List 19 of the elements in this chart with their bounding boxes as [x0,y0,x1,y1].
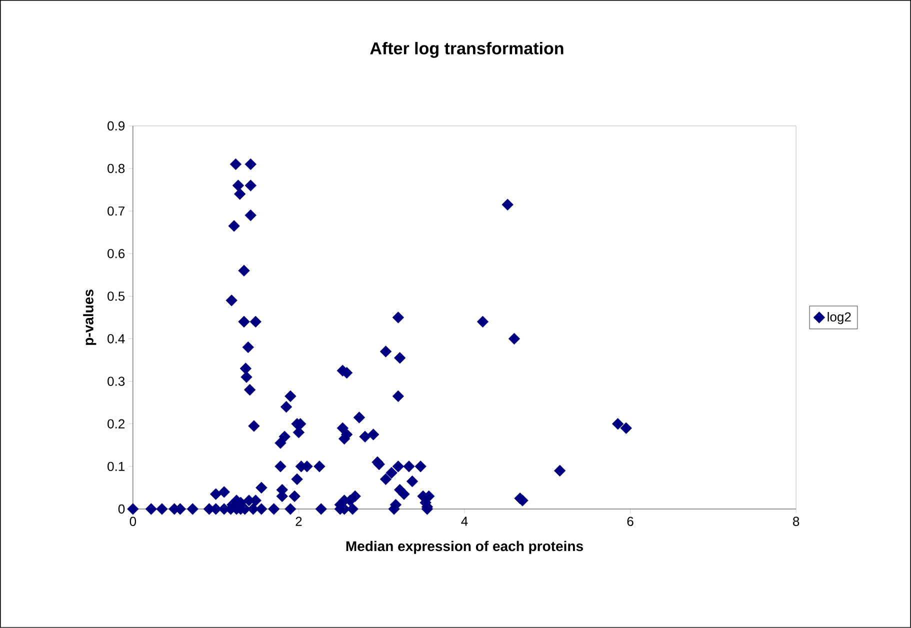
y-axis-title: p-values [83,290,96,345]
x-tick-label: 8 [793,516,800,526]
x-tick-label: 6 [627,516,634,526]
y-tick-label: 0.1 [108,462,125,472]
legend-label: log2 [828,312,851,324]
y-tick-label: 0.8 [108,164,125,174]
x-tick-label: 2 [296,516,302,526]
y-tick-label: 0.7 [108,206,124,216]
y-tick-label: 0 [118,504,125,514]
y-tick-label: 0.3 [108,376,125,386]
x-tick-label: 0 [130,516,136,526]
x-axis-title: Median expression of each proteins [346,540,583,554]
y-tick-label: 0.2 [108,419,124,428]
y-tick-label: 0.4 [108,334,125,344]
y-tick-label: 0.9 [108,121,125,131]
y-tick-label: 0.5 [108,292,125,301]
x-tick-label: 4 [461,516,468,526]
chart-title: After log transformation [370,42,564,58]
y-tick-label: 0.6 [108,249,125,258]
